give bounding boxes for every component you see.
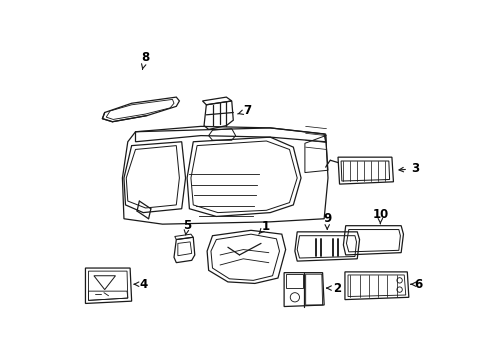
Text: 8: 8 — [141, 50, 149, 69]
Text: 2: 2 — [326, 282, 341, 294]
Text: 10: 10 — [371, 208, 387, 224]
Text: 4: 4 — [134, 278, 148, 291]
Text: 5: 5 — [183, 219, 191, 235]
Text: 3: 3 — [398, 162, 418, 175]
Text: 7: 7 — [237, 104, 251, 117]
Text: 1: 1 — [258, 220, 269, 234]
Text: 6: 6 — [410, 278, 421, 291]
Text: 9: 9 — [323, 212, 331, 229]
